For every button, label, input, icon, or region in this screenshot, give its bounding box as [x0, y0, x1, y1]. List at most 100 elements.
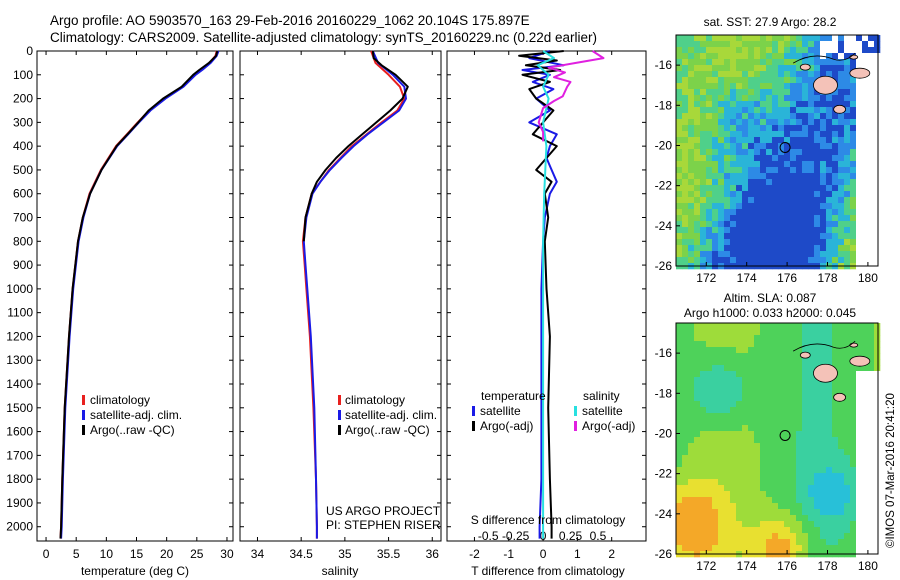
map-cell: [688, 113, 695, 120]
map-cell: [772, 323, 779, 330]
map-cell: [868, 41, 875, 48]
map-cell: [760, 341, 767, 348]
map-cell: [742, 527, 749, 534]
map-cell: [718, 95, 725, 102]
map-cell: [712, 89, 719, 96]
map-cell: [730, 167, 737, 174]
map-cell: [802, 137, 809, 144]
map-cell: [742, 443, 749, 450]
map-cell: [874, 503, 881, 510]
map-cell: [754, 407, 761, 414]
map-cell: [754, 227, 761, 234]
map-cell: [862, 95, 869, 102]
map-cell: [778, 329, 785, 336]
map-cell: [784, 527, 791, 534]
map-cell: [706, 401, 713, 408]
map-cell: [730, 407, 737, 414]
map-cell: [784, 485, 791, 492]
map-cell: [766, 515, 773, 522]
map-cell: [874, 485, 881, 492]
map-cell: [706, 461, 713, 468]
map-cell: [748, 545, 755, 552]
map-cell: [724, 371, 731, 378]
map-cell: [730, 83, 737, 90]
map-cell: [748, 35, 755, 42]
map-cell: [754, 485, 761, 492]
map-cell: [682, 407, 689, 414]
map-cell: [856, 533, 863, 540]
map-cell: [808, 167, 815, 174]
map-cell: [688, 35, 695, 42]
map-cell: [724, 71, 731, 78]
map-cell: [706, 257, 713, 264]
map-cell: [814, 533, 821, 540]
map-cell: [796, 137, 803, 144]
map-cell: [802, 413, 809, 420]
map-cell: [718, 71, 725, 78]
map-cell: [778, 371, 785, 378]
map-cell: [700, 149, 707, 156]
map-cell: [814, 437, 821, 444]
map-cell: [778, 437, 785, 444]
map-cell: [874, 215, 881, 222]
map-cell: [820, 533, 827, 540]
map-cell: [688, 83, 695, 90]
map-cell: [862, 197, 869, 204]
map-cell: [826, 425, 833, 432]
map-cell: [820, 425, 827, 432]
map-cell: [736, 155, 743, 162]
map-cell: [766, 47, 773, 54]
map-cell: [730, 113, 737, 120]
map-cell: [838, 335, 845, 342]
map-cell: [790, 59, 797, 66]
map-cell: [832, 461, 839, 468]
map-cell: [748, 113, 755, 120]
map-cell: [676, 371, 683, 378]
map-cell: [826, 353, 833, 360]
map-cell: [724, 215, 731, 222]
map-cell: [874, 167, 881, 174]
map-cell: [868, 227, 875, 234]
map-cell: [826, 209, 833, 216]
argo-float-marker: [779, 429, 791, 441]
map-cell: [688, 407, 695, 414]
map-cell: [730, 371, 737, 378]
map-cell: [676, 491, 683, 498]
map-cell: [808, 383, 815, 390]
map-cell: [700, 365, 707, 372]
map-cell: [808, 209, 815, 216]
map-cell: [802, 161, 809, 168]
map-cell: [856, 209, 863, 216]
map-cell: [850, 455, 857, 462]
map-cell: [844, 131, 851, 138]
map-cell: [802, 467, 809, 474]
map-cell: [820, 443, 827, 450]
map-cell: [712, 323, 719, 330]
map-cell: [790, 89, 797, 96]
map-cell: [730, 503, 737, 510]
map-cell: [868, 539, 875, 546]
map-cell: [838, 401, 845, 408]
map-cell: [766, 527, 773, 534]
map-cell: [790, 107, 797, 114]
map-cell: [772, 257, 779, 264]
map-cell: [850, 197, 857, 204]
map-cell: [790, 167, 797, 174]
legend-swatch-t-argo: [472, 421, 475, 431]
map-cell: [814, 161, 821, 168]
map-cell: [856, 329, 863, 336]
map-cell: [766, 161, 773, 168]
map-cell: [784, 503, 791, 510]
map-cell: [688, 509, 695, 516]
map-cell: [694, 179, 701, 186]
map-cell: [814, 35, 821, 42]
map-cell: [862, 155, 869, 162]
map-cell: [838, 443, 845, 450]
map-cell: [874, 497, 881, 504]
map-cell: [718, 59, 725, 66]
map-cell: [730, 335, 737, 342]
map-cell: [868, 503, 875, 510]
map-cell: [874, 209, 881, 216]
map-cell: [748, 419, 755, 426]
map-cell: [676, 71, 683, 78]
